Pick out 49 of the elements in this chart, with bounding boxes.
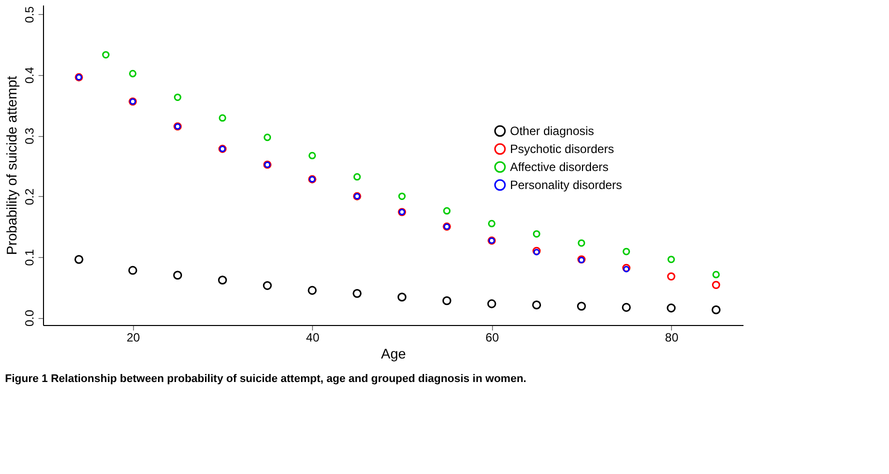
point	[488, 220, 496, 228]
point	[712, 270, 720, 278]
point	[666, 304, 676, 312]
point	[174, 94, 182, 101]
x-tick-label: 20	[126, 330, 140, 344]
point	[218, 276, 227, 285]
y-tick-label: 0.5	[22, 6, 36, 23]
point	[712, 305, 721, 314]
point	[577, 302, 586, 311]
point	[622, 248, 630, 256]
x-tick-label: 40	[306, 330, 320, 344]
point	[128, 266, 138, 275]
point	[398, 292, 406, 302]
point	[667, 256, 675, 264]
point	[262, 281, 272, 290]
point	[443, 207, 451, 215]
point	[218, 114, 226, 122]
y-tick-label: 0.1	[22, 248, 36, 266]
point	[74, 254, 84, 264]
point	[442, 296, 452, 306]
y-tick-label: 0.4	[22, 66, 36, 84]
point	[308, 152, 316, 160]
point	[532, 230, 540, 238]
y-tick-label: 0.2	[22, 188, 36, 206]
legend-label: Affective disorders	[510, 160, 608, 174]
legend-label: Psychotic disorders	[510, 142, 614, 156]
x-axis-title: Age	[381, 346, 406, 362]
point	[398, 192, 406, 200]
x-tick-label: 80	[665, 330, 679, 344]
legend-label: Other diagnosis	[510, 124, 594, 138]
point	[532, 300, 542, 310]
point	[622, 302, 631, 312]
caption: Figure 1 Relationship between probability of suicide attempt, age and grouped diagnosis in women.	[5, 373, 526, 385]
point	[712, 280, 720, 290]
x-tick-label: 60	[486, 330, 500, 344]
legend-label: Personality disorders	[510, 178, 622, 192]
y-tick-label: 0.3	[22, 127, 36, 144]
point	[264, 134, 272, 142]
point	[667, 272, 676, 281]
point	[173, 270, 182, 280]
point	[308, 286, 317, 295]
point	[487, 299, 496, 308]
point	[102, 51, 110, 58]
point	[578, 239, 586, 247]
point	[352, 288, 362, 298]
y-tick-label: 0.0	[22, 310, 36, 327]
point	[129, 70, 136, 78]
point	[353, 173, 361, 181]
y-axis-title: Probability of suicide attempt	[4, 76, 20, 255]
